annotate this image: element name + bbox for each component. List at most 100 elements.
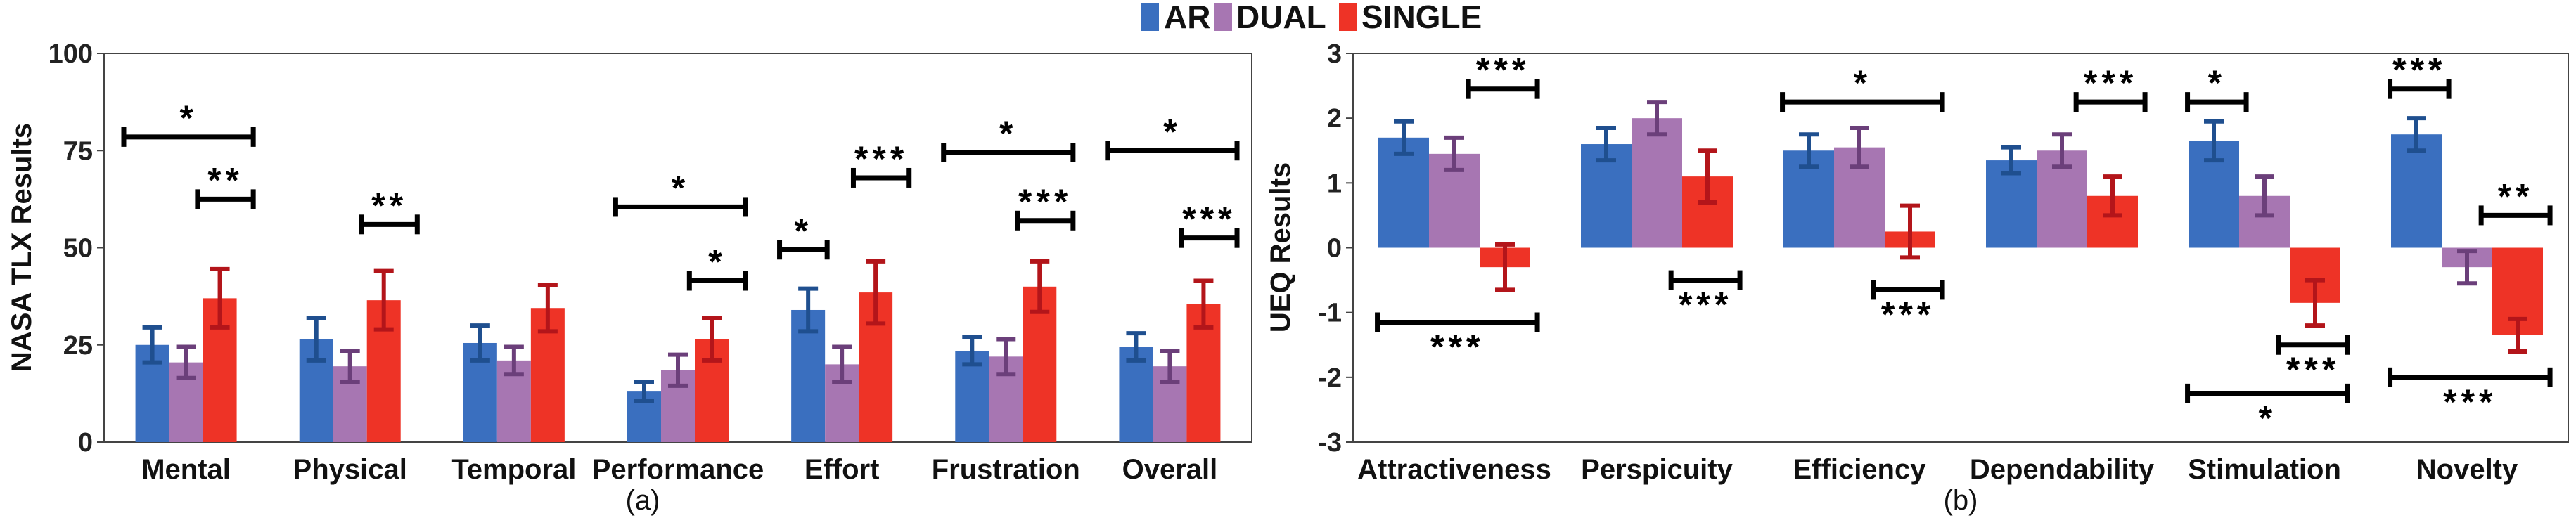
error-bar-novelty-dual xyxy=(2457,249,2477,286)
y-tick-label: 1 xyxy=(1327,169,1342,198)
error-bar-mental-dual xyxy=(176,344,196,380)
significance-label: * xyxy=(2208,63,2226,103)
significance-label: *** xyxy=(2084,63,2137,103)
significance-label: *** xyxy=(1679,285,1732,325)
significance-bracket: * xyxy=(686,242,748,291)
legend-swatch-ar xyxy=(1141,3,1159,31)
error-bar-temporal-ar xyxy=(470,323,490,363)
significance-bracket: * xyxy=(613,168,748,217)
y-tick-label: 2 xyxy=(1327,104,1342,134)
significance-bracket: * xyxy=(121,98,256,147)
y-axis-label-b: UEQ Results xyxy=(1265,162,1296,332)
significance-bracket: ** xyxy=(195,160,256,209)
significance-label: *** xyxy=(1182,200,1236,239)
error-bar-efficiency-single xyxy=(1900,203,1920,260)
significance-label: *** xyxy=(2392,51,2446,90)
bar-perspicuity-dual xyxy=(1632,118,1682,248)
error-bar-frustration-ar xyxy=(962,335,982,367)
ueq-chart: UEQ Results -3 -2 -1 0 1 2 3 Attractiveness Per… xyxy=(1265,39,2569,516)
bar-attractiveness-ar xyxy=(1378,137,1429,248)
significance-bracket: * xyxy=(1105,112,1240,161)
error-bar-dependability-dual xyxy=(2052,132,2072,169)
significance-label: * xyxy=(672,168,689,207)
significance-label: * xyxy=(2259,399,2276,438)
category-label-effort: Effort xyxy=(805,454,880,485)
error-bar-attractiveness-dual xyxy=(1444,135,1464,172)
caption-b: (b) xyxy=(1944,485,1978,516)
legend-label-ar: AR xyxy=(1164,0,1210,35)
category-label-efficiency: Efficiency xyxy=(1793,454,1927,485)
y-ticks-a: 0 25 50 75 100 xyxy=(49,39,104,458)
error-bar-effort-dual xyxy=(832,344,852,384)
significance-bracket: *** xyxy=(2388,51,2452,99)
significance-bracket: *** xyxy=(2388,367,2553,422)
error-bar-performance-dual xyxy=(668,352,688,388)
plot-area-b xyxy=(1352,53,2569,443)
error-bar-perspicuity-single xyxy=(1698,148,1717,205)
significance-label: ** xyxy=(207,160,243,200)
error-bar-novelty-single xyxy=(2508,316,2527,354)
error-bar-overall-dual xyxy=(1160,349,1180,384)
y-tick-label: -2 xyxy=(1318,363,1342,393)
significance-bracket: * xyxy=(777,211,830,260)
error-bar-overall-ar xyxy=(1126,331,1146,363)
significance-bracket: *** xyxy=(1871,280,1945,334)
error-bar-stimulation-ar xyxy=(2204,119,2224,163)
significance-label: *** xyxy=(2286,350,2340,389)
error-bar-temporal-dual xyxy=(504,344,524,377)
significance-bracket: * xyxy=(2185,383,2350,438)
significance-bracket: * xyxy=(1780,63,1945,112)
y-tick-label: 75 xyxy=(63,136,93,166)
error-bar-mental-ar xyxy=(142,325,162,365)
error-bar-efficiency-dual xyxy=(1850,125,1869,169)
error-bar-perspicuity-ar xyxy=(1596,125,1616,163)
significance-bracket: *** xyxy=(1015,182,1076,231)
significance-label: * xyxy=(1163,112,1181,151)
significance-bracket: *** xyxy=(1375,312,1540,366)
legend-label-dual: DUAL xyxy=(1236,0,1326,35)
error-bar-dependability-single xyxy=(2103,174,2122,218)
category-label-novelty: Novelty xyxy=(2416,454,2518,485)
error-bar-effort-ar xyxy=(798,286,819,334)
significance-label: ** xyxy=(2498,176,2534,216)
legend-swatch-single xyxy=(1339,3,1357,31)
category-label-mental: Mental xyxy=(141,454,231,485)
significance-label: *** xyxy=(2443,382,2497,422)
error-bar-attractiveness-ar xyxy=(1394,119,1414,156)
y-tick-label: -3 xyxy=(1318,428,1342,458)
error-bar-stimulation-dual xyxy=(2255,174,2274,218)
significance-label: *** xyxy=(1881,294,1935,334)
error-bar-perspicuity-dual xyxy=(1647,100,1667,137)
category-label-stimulation: Stimulation xyxy=(2188,454,2341,485)
y-tick-label: 100 xyxy=(49,39,93,69)
category-label-temporal: Temporal xyxy=(451,454,576,485)
error-bar-overall-single xyxy=(1193,278,1214,330)
y-axis-label-a: NASA TLX Results xyxy=(6,123,37,372)
y-tick-label: -1 xyxy=(1318,299,1342,328)
error-bar-performance-ar xyxy=(634,380,654,403)
y-tick-label: 0 xyxy=(1327,234,1342,264)
significance-label: *** xyxy=(1430,327,1484,366)
error-bars-b xyxy=(1394,100,2527,354)
bar-overall-ar xyxy=(1119,347,1153,442)
significance-brackets-b: **************** ************* xyxy=(1375,51,2553,438)
significance-label: ** xyxy=(371,186,407,225)
error-bar-frustration-dual xyxy=(996,337,1016,377)
y-tick-label: 50 xyxy=(63,234,93,264)
error-bar-physical-single xyxy=(373,268,394,332)
significance-bracket: * xyxy=(941,114,1076,163)
significance-bracket: *** xyxy=(2073,63,2148,112)
y-tick-label: 25 xyxy=(63,331,93,361)
significance-label: *** xyxy=(1476,51,1530,90)
category-label-physical: Physical xyxy=(293,454,407,485)
error-bar-novelty-ar xyxy=(2407,116,2426,153)
significance-bracket: * xyxy=(2185,63,2249,112)
significance-bracket: ** xyxy=(2478,176,2553,226)
legend-label-single: SINGLE xyxy=(1361,0,1482,35)
category-labels-b: Attractiveness Perspicuity Efficiency Depen… xyxy=(1357,454,2518,485)
significance-label: *** xyxy=(854,139,908,179)
significance-bracket: *** xyxy=(2276,335,2350,389)
error-bar-frustration-single xyxy=(1030,259,1050,314)
y-tick-label: 3 xyxy=(1327,39,1342,69)
